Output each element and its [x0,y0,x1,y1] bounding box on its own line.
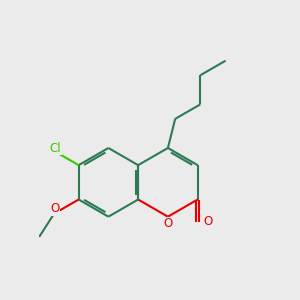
Text: O: O [50,202,59,215]
Text: O: O [204,215,213,228]
Text: Cl: Cl [50,142,62,155]
Text: O: O [163,218,172,230]
